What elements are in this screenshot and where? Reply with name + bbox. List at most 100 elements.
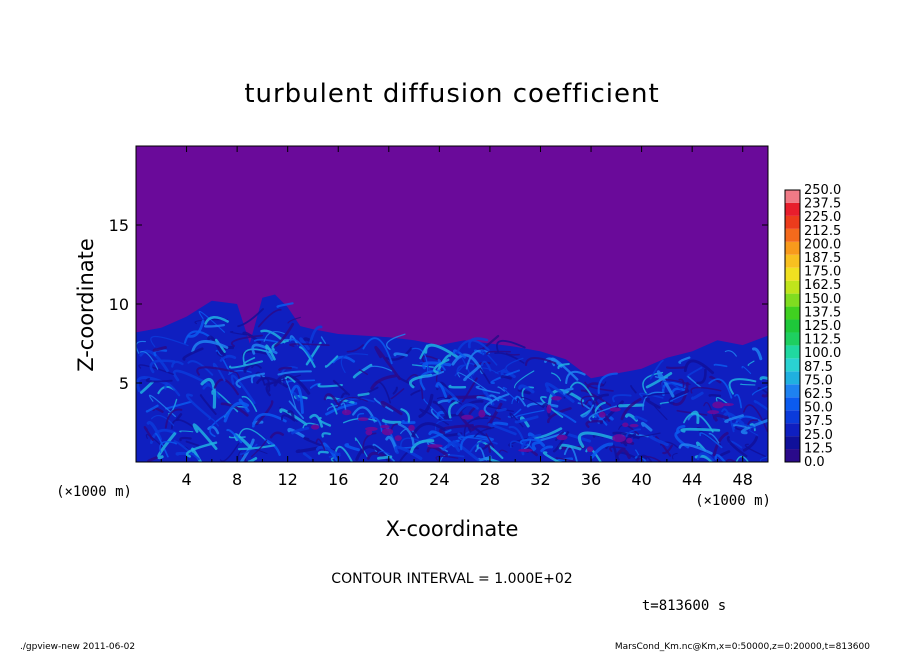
turbulence-streak — [739, 383, 756, 386]
turbulence-streak — [752, 347, 763, 361]
stable-pocket — [394, 435, 402, 441]
x-tick-label: 12 — [278, 470, 298, 489]
turbulence-streak — [524, 356, 557, 367]
stable-pocket — [586, 446, 594, 453]
turbulence-streak — [475, 385, 501, 394]
turbulence-streak — [273, 374, 311, 395]
turbulence-streak — [696, 452, 715, 462]
turbulence-streak — [233, 371, 241, 380]
turbulence-streak — [182, 347, 204, 361]
turbulence-streak — [551, 372, 562, 382]
turbulence-streak — [185, 441, 218, 458]
turbulence-streak — [542, 451, 562, 462]
colorbar: 0.012.525.037.550.062.575.087.5100.0112.… — [784, 183, 841, 470]
turbulence-streak — [362, 337, 393, 365]
turbulence-streak — [540, 445, 554, 453]
colorbar-swatch — [785, 345, 800, 359]
turbulence-streak — [612, 431, 640, 440]
x-axis-unit-right: (×1000 m) — [695, 493, 771, 509]
colorbar-label: 212.5 — [804, 224, 841, 239]
turbulence-streak — [437, 359, 446, 371]
turbulence-streak — [514, 415, 539, 424]
turbulence-streak — [531, 440, 541, 451]
turbulence-streak — [669, 393, 688, 402]
turbulence-streak — [340, 353, 369, 374]
turbulence-streak — [712, 431, 729, 457]
turbulence-streak — [435, 455, 459, 462]
stable-pocket — [551, 396, 562, 401]
turbulence-streak — [237, 444, 275, 451]
turbulence-streak — [239, 443, 258, 456]
turbulence-streak — [637, 455, 648, 460]
turbulence-streak — [164, 408, 183, 429]
turbulence-streak — [509, 412, 524, 428]
turbulence-streak — [725, 458, 738, 462]
turbulence-streak — [187, 319, 205, 338]
colorbar-label: 150.0 — [804, 292, 841, 307]
turbulence-streak — [557, 362, 570, 370]
turbulence-streak — [490, 395, 501, 405]
x-tick-label: 24 — [429, 470, 449, 489]
turbulence-streak — [147, 456, 158, 462]
turbulence-streak — [448, 400, 460, 419]
turbulence-streak — [599, 381, 607, 387]
turbulence-streak — [659, 401, 670, 405]
turbulence-streak — [229, 360, 263, 369]
turbulence-streak — [526, 443, 535, 452]
turbulence-streak — [708, 432, 720, 444]
colorbar-swatch — [785, 306, 800, 320]
turbulence-streak — [215, 349, 231, 373]
turbulence-streak — [243, 357, 256, 366]
turbulence-streak — [386, 333, 406, 350]
turbulence-streak — [381, 418, 402, 425]
colorbar-label: 187.5 — [804, 251, 841, 266]
turbulence-streak — [400, 408, 411, 423]
turbulence-streak — [713, 413, 730, 422]
turbulence-streak — [435, 382, 448, 398]
turbulence-streak — [726, 435, 748, 458]
turbulence-streak — [202, 383, 221, 399]
turbulence-streak — [676, 409, 708, 416]
colorbar-label: 100.0 — [804, 346, 841, 361]
turbulence-streak — [250, 439, 268, 458]
turbulence-streak — [221, 345, 235, 358]
turbulence-streak — [374, 345, 401, 381]
turbulence-streak — [219, 354, 237, 362]
turbulence-streak — [198, 310, 225, 333]
turbulence-streak — [290, 384, 304, 414]
turbulence-streak — [255, 400, 274, 426]
colorbar-label: 12.5 — [804, 441, 833, 456]
turbulence-streak — [638, 392, 664, 399]
turbulence-streak — [183, 330, 212, 344]
turbulence-streak — [209, 412, 229, 438]
turbulence-streak — [308, 325, 323, 346]
turbulence-streak — [708, 378, 733, 399]
turbulence-streak — [149, 359, 176, 374]
stable-pocket — [598, 411, 606, 418]
turbulence-streak — [731, 422, 756, 430]
colorbar-swatch — [785, 436, 800, 450]
turbulence-streak — [632, 432, 661, 439]
colorbar-swatch — [785, 410, 800, 424]
turbulence-streak — [203, 323, 226, 328]
turbulence-streak — [527, 432, 546, 447]
turbulence-streak — [661, 380, 682, 390]
turbulence-streak — [200, 377, 217, 409]
turbulence-streak — [505, 357, 524, 372]
colorbar-label: 50.0 — [804, 401, 833, 416]
turbulence-streak — [390, 388, 405, 400]
colorbar-label: 175.0 — [804, 265, 841, 280]
turbulence-streak — [577, 431, 616, 448]
turbulence-streak — [668, 389, 690, 405]
turbulence-streak — [139, 380, 154, 394]
stable-pocket — [427, 444, 443, 448]
turbulence-streak — [323, 393, 340, 407]
turbulence-streak — [357, 392, 370, 397]
stable-pocket — [341, 409, 352, 416]
turbulence-streak — [302, 452, 312, 460]
turbulence-streak — [463, 417, 489, 439]
turbulence-streak — [699, 432, 723, 449]
turbulence-streak — [285, 376, 296, 383]
turbulence-streak — [315, 438, 326, 451]
